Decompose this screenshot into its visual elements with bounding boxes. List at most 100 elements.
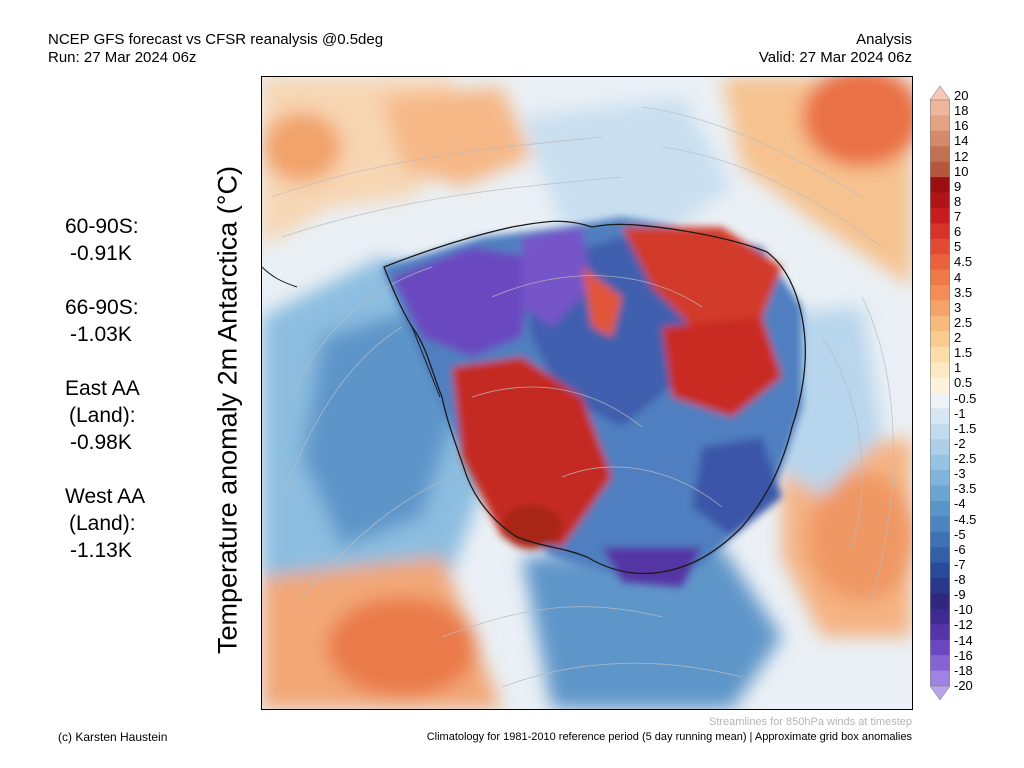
- stat-east-aa: East AA (Land): -0.98K: [65, 375, 145, 456]
- colorbar-segment: [930, 300, 950, 317]
- colorbar-tick-label: -8: [954, 572, 966, 588]
- colorbar-tick-label: -10: [954, 602, 973, 618]
- colorbar-segment: [930, 130, 950, 147]
- stat-west-aa: West AA (Land): -1.13K: [65, 483, 145, 564]
- colorbar-bottom-arrow: [930, 685, 950, 700]
- colorbar-tick-label: 10: [954, 163, 969, 179]
- valid-time: Valid: 27 Mar 2024 06z: [758, 49, 912, 66]
- colorbar-tick-label: -4.5: [954, 511, 977, 527]
- colorbar-tick-label: 3.5: [954, 284, 973, 300]
- streamlines: [271, 106, 894, 688]
- colorbar-tick-label: 8: [954, 193, 962, 209]
- colorbar-segment: [930, 485, 950, 502]
- colorbar-tick-label: 18: [954, 103, 969, 119]
- colorbar-segment: [930, 670, 950, 687]
- colorbar-segment: [930, 115, 950, 132]
- colorbar-segment: [930, 377, 950, 394]
- colorbar-tick-label: 5: [954, 239, 962, 255]
- stat-name: 60-90S:: [65, 215, 139, 238]
- colorbar-segment: [930, 285, 950, 301]
- colorbar-segment: [930, 223, 950, 240]
- stat-60-90s: 60-90S: -0.91K: [65, 213, 145, 267]
- colorbar-segment: [930, 254, 950, 271]
- colorbar-tick-label: 14: [954, 133, 969, 149]
- very-cold-region-3: [602, 547, 702, 587]
- anomaly-map: [261, 76, 913, 710]
- colorbar-svg: [930, 86, 950, 700]
- colorbar-segment: [930, 177, 950, 194]
- climatology-note: Climatology for 1981-2010 reference peri…: [426, 731, 912, 743]
- colorbar-tick-label: 2.5: [954, 314, 973, 330]
- stat-66-90s: 66-90S: -1.03K: [65, 294, 145, 348]
- colorbar-segment: [930, 161, 950, 178]
- colorbar-segment: [930, 331, 950, 348]
- colorbar-segment: [930, 423, 950, 440]
- warm-anomaly-east-1: [622, 227, 782, 327]
- stat-subname: (Land):: [69, 404, 136, 427]
- colorbar: [930, 86, 950, 700]
- colorbar-tick-label: -2.5: [954, 451, 977, 467]
- warm-tongue-interior: [582, 267, 622, 337]
- colorbar-segment: [930, 100, 950, 116]
- colorbar-segment: [930, 362, 950, 379]
- colorbar-segment: [930, 593, 950, 610]
- colorbar-segment: [930, 578, 950, 594]
- colorbar-tick-label: 16: [954, 118, 969, 134]
- colorbar-segment: [930, 608, 950, 625]
- colorbar-segment: [930, 547, 950, 564]
- stat-value: -0.98K: [70, 431, 132, 454]
- colorbar-segment: [930, 439, 950, 456]
- colorbar-tick-label: -12: [954, 617, 973, 633]
- stat-value: -1.13K: [70, 539, 132, 562]
- colorbar-segment: [930, 470, 950, 487]
- warm-anomaly-east-2: [662, 317, 782, 417]
- cool-core-west: [302, 307, 462, 547]
- colorbar-tick-label: 6: [954, 224, 962, 240]
- header-left: NCEP GFS forecast vs CFSR reanalysis @0.…: [48, 31, 383, 67]
- colorbar-segment: [930, 346, 950, 363]
- regional-stats: 60-90S: -0.91K 66-90S: -1.03K East AA (L…: [65, 213, 145, 591]
- run-time: Run: 27 Mar 2024 06z: [48, 49, 197, 66]
- colorbar-segment: [930, 562, 950, 579]
- warm-patch-sw: [327, 597, 477, 697]
- peninsula-coastline: [411, 326, 441, 398]
- warm-region-north: [382, 87, 532, 187]
- colorbar-tick-label: -6: [954, 541, 966, 557]
- stat-name: East AA: [65, 377, 140, 400]
- very-cold-region-2: [522, 227, 592, 327]
- colorbar-tick-label: -5: [954, 526, 966, 542]
- colorbar-segment: [930, 393, 950, 409]
- colorbar-tick-label: -0.5: [954, 390, 977, 406]
- colorbar-tick-label: 4: [954, 269, 962, 285]
- model-title: NCEP GFS forecast vs CFSR reanalysis @0.…: [48, 31, 384, 48]
- colorbar-tick-label: 9: [954, 178, 962, 194]
- colorbar-segment: [930, 624, 950, 641]
- very-cold-region-1: [392, 247, 532, 357]
- colorbar-top-arrow: [930, 86, 950, 101]
- colorbar-tick-label: 4.5: [954, 254, 973, 270]
- south-america-tip: [262, 266, 298, 288]
- analysis-label: Analysis: [856, 31, 912, 48]
- antarctica-coastline: [383, 220, 806, 575]
- y-axis-label: Temperature anomaly 2m Antarctica (°C): [212, 166, 243, 654]
- colorbar-segment: [930, 207, 950, 224]
- map-canvas: [262, 77, 912, 709]
- stat-name: West AA: [65, 485, 146, 508]
- credit: (c) Karsten Haustein: [58, 730, 168, 744]
- colorbar-tick-label: -3: [954, 466, 966, 482]
- cold-region-coast: [692, 437, 782, 537]
- colorbar-tick-label: 3: [954, 299, 962, 315]
- colorbar-tick-label: -3.5: [954, 481, 977, 497]
- colorbar-segment: [930, 639, 950, 656]
- warm-patch-east: [807, 472, 912, 602]
- colorbar-tick-label: -14: [954, 632, 973, 648]
- stat-subname: (Land):: [69, 512, 136, 535]
- colorbar-tick-label: -18: [954, 662, 973, 678]
- colorbar-tick-label: 12: [954, 148, 969, 164]
- colorbar-tick-label: 1: [954, 360, 962, 376]
- stat-value: -0.91K: [70, 242, 132, 265]
- stat-name: 66-90S:: [65, 296, 139, 319]
- antarctic-field: [382, 217, 802, 587]
- header-right: Analysis Valid: 27 Mar 2024 06z: [759, 31, 912, 67]
- colorbar-segment: [930, 238, 950, 255]
